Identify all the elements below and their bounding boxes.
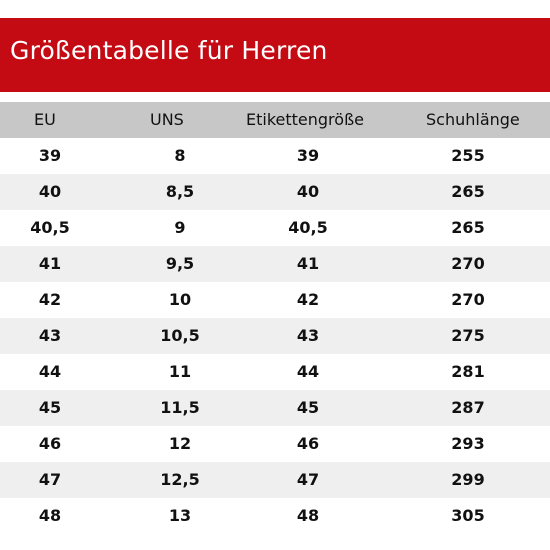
cell-uns: 8,5 xyxy=(165,182,195,201)
cell-eu: 48 xyxy=(38,506,62,525)
cell-eu: 46 xyxy=(38,434,62,453)
cell-label-size: 40,5 xyxy=(288,218,328,237)
cell-uns: 9,5 xyxy=(165,254,195,273)
cell-shoe-length: 275 xyxy=(451,326,485,345)
cell-shoe-length: 287 xyxy=(451,398,485,417)
table-row: 41 9,5 41 270 xyxy=(0,246,550,282)
cell-uns: 12,5 xyxy=(160,470,200,489)
cell-uns: 11,5 xyxy=(160,398,200,417)
table-row: 40 8,5 40 265 xyxy=(0,174,550,210)
cell-label-size: 46 xyxy=(296,434,320,453)
table-row: 43 10,5 43 275 xyxy=(0,318,550,354)
cell-eu: 41 xyxy=(38,254,62,273)
page-title: Größentabelle für Herren xyxy=(10,36,328,65)
cell-eu: 39 xyxy=(38,146,62,165)
column-header-etikettengroesse: Etikettengröße xyxy=(246,110,364,129)
table-row: 45 11,5 45 287 xyxy=(0,390,550,426)
cell-uns: 9 xyxy=(174,218,186,237)
cell-uns: 11 xyxy=(168,362,192,381)
table-row: 40,5 9 40,5 265 xyxy=(0,210,550,246)
cell-label-size: 43 xyxy=(296,326,320,345)
table-row: 47 12,5 47 299 xyxy=(0,462,550,498)
cell-uns: 10 xyxy=(168,290,192,309)
cell-label-size: 40 xyxy=(296,182,320,201)
table-row: 46 12 46 293 xyxy=(0,426,550,462)
cell-label-size: 41 xyxy=(296,254,320,273)
cell-label-size: 44 xyxy=(296,362,320,381)
cell-uns: 13 xyxy=(168,506,192,525)
cell-label-size: 48 xyxy=(296,506,320,525)
table-row: 39 8 39 255 xyxy=(0,138,550,174)
cell-uns: 10,5 xyxy=(160,326,200,345)
cell-label-size: 47 xyxy=(296,470,320,489)
cell-label-size: 39 xyxy=(296,146,320,165)
cell-shoe-length: 255 xyxy=(451,146,485,165)
cell-eu: 45 xyxy=(38,398,62,417)
column-header-eu: EU xyxy=(34,110,56,129)
cell-eu: 44 xyxy=(38,362,62,381)
cell-eu: 42 xyxy=(38,290,62,309)
size-table-body: 39 8 39 255 40 8,5 40 265 40,5 9 40,5 26… xyxy=(0,138,550,534)
cell-eu: 40,5 xyxy=(30,218,70,237)
cell-shoe-length: 299 xyxy=(451,470,485,489)
column-header-uns: UNS xyxy=(150,110,184,129)
cell-shoe-length: 270 xyxy=(451,254,485,273)
cell-eu: 40 xyxy=(38,182,62,201)
cell-eu: 43 xyxy=(38,326,62,345)
cell-shoe-length: 281 xyxy=(451,362,485,381)
table-header: EU UNS Etikettengröße Schuhlänge xyxy=(0,102,550,138)
table-row: 48 13 48 305 xyxy=(0,498,550,534)
table-row: 44 11 44 281 xyxy=(0,354,550,390)
cell-shoe-length: 265 xyxy=(451,218,485,237)
column-header-schuhlaenge: Schuhlänge xyxy=(426,110,520,129)
cell-shoe-length: 293 xyxy=(451,434,485,453)
table-row: 42 10 42 270 xyxy=(0,282,550,318)
cell-shoe-length: 265 xyxy=(451,182,485,201)
cell-shoe-length: 305 xyxy=(451,506,485,525)
cell-uns: 12 xyxy=(168,434,192,453)
title-banner: Größentabelle für Herren xyxy=(0,18,550,92)
cell-uns: 8 xyxy=(174,146,186,165)
cell-label-size: 45 xyxy=(296,398,320,417)
cell-eu: 47 xyxy=(38,470,62,489)
cell-shoe-length: 270 xyxy=(451,290,485,309)
cell-label-size: 42 xyxy=(296,290,320,309)
